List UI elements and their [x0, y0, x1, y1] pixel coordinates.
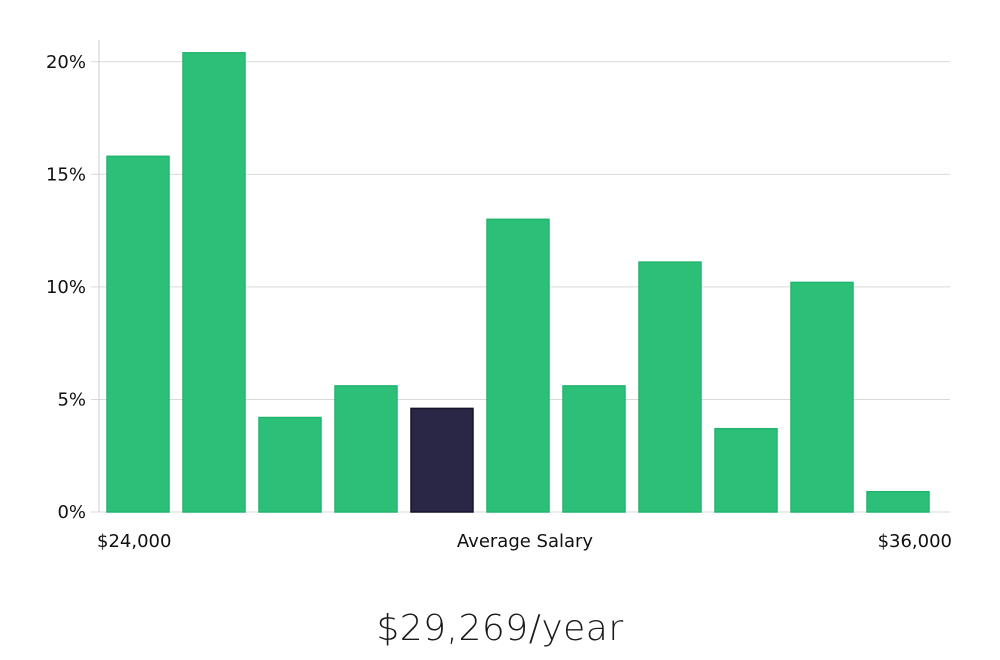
- highlighted-bar: [410, 407, 474, 513]
- y-tick-label: 15%: [46, 164, 86, 185]
- bar: [106, 155, 170, 513]
- y-tick-label: 5%: [57, 389, 86, 410]
- average-salary: $29,269/year: [376, 608, 624, 649]
- y-tick-labels: 0% 5% 10% 15% 20%: [46, 52, 86, 523]
- x-max-label: $36,000: [878, 531, 952, 552]
- y-tick-label: 10%: [46, 277, 86, 298]
- salary-histogram: 0% 5% 10% 15% 20% $24,000 Average Salary $36…: [46, 40, 952, 552]
- bar: [334, 385, 398, 513]
- y-tick-label: 0%: [57, 502, 86, 523]
- bar: [258, 416, 322, 513]
- bar: [714, 427, 778, 513]
- bar: [562, 385, 626, 513]
- x-min-label: $24,000: [97, 531, 171, 552]
- bar: [638, 261, 702, 513]
- y-tick-label: 20%: [46, 52, 86, 73]
- bar-series: [106, 52, 930, 513]
- bar: [790, 281, 854, 513]
- bar: [182, 52, 246, 513]
- x-axis-title: Average Salary: [457, 531, 594, 552]
- bar: [486, 218, 550, 513]
- bar: [866, 490, 930, 513]
